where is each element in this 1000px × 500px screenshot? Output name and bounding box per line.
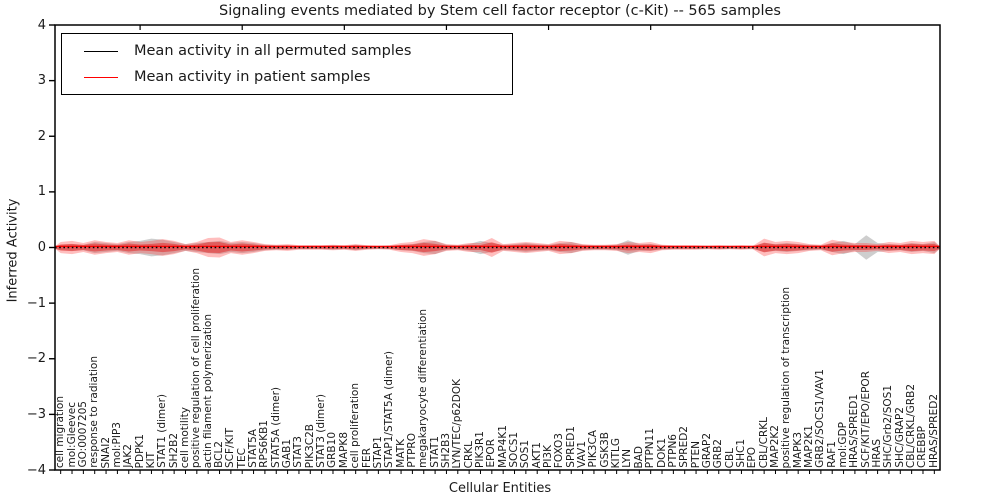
x-tick-label: LYN <box>621 449 634 468</box>
y-tick-label: 3 <box>37 73 46 89</box>
legend-label-permuted: Mean activity in all permuted samples <box>134 43 412 59</box>
x-tick-label: PIK3CA <box>587 430 600 468</box>
x-tick-label: CBL/CRKL <box>757 416 770 468</box>
x-tick-label: GRB10 <box>326 432 339 468</box>
chart-title: Signaling events mediated by Stem cell f… <box>219 3 781 19</box>
legend-box: Mean activity in all permuted samples Me… <box>61 33 513 95</box>
x-axis-label: Cellular Entities <box>448 481 552 496</box>
legend-entry-permuted: Mean activity in all permuted samples <box>62 39 512 63</box>
x-tick-label: STAT3 <box>292 436 305 468</box>
x-tick-label: FER <box>360 448 373 468</box>
x-tick-label: MATK <box>394 439 407 468</box>
permuted-line-swatch <box>84 50 118 52</box>
x-tick-label: cell proliferation <box>349 382 362 468</box>
x-tick-label: GRB2/SOCS1/VAV1 <box>814 369 827 468</box>
x-tick-label: PTPN11 <box>644 427 657 468</box>
x-tick-label: STAT1 <box>428 436 441 468</box>
x-tick-label: positive regulation of transcription <box>780 286 793 468</box>
x-tick-label: positive regulation of cell proliferatio… <box>190 267 203 468</box>
y-tick-label: −3 <box>26 406 46 422</box>
x-tick-label: STAT1 (dimer) <box>156 394 169 468</box>
x-tick-label: STAP1/STAT5A (dimer) <box>383 350 396 468</box>
x-tick-label: cell migration <box>54 395 67 468</box>
x-tick-label: GRB2 <box>712 438 725 468</box>
x-tick-label: CREBBP <box>916 426 929 468</box>
x-tick-label: SH2B2 <box>167 432 180 468</box>
x-tick-label: SNAI2 <box>99 436 112 468</box>
y-tick-label: −2 <box>26 351 46 367</box>
x-tick-label: HRAS/SPRED1 <box>848 394 861 468</box>
patient-line-swatch <box>84 76 118 78</box>
x-tick-label: CBL <box>723 447 736 468</box>
x-tick-label: mol:Gleevec <box>65 402 78 468</box>
y-tick-label: −4 <box>26 462 46 478</box>
y-tick-label: 0 <box>37 240 46 255</box>
x-tick-label: PTEN <box>689 440 702 468</box>
x-tick-label: megakaryocyte differentiation <box>417 308 430 468</box>
legend-entry-patient: Mean activity in patient samples <box>62 65 512 89</box>
x-tick-label: CRKL <box>462 440 475 468</box>
x-tick-label: SPRED2 <box>678 426 691 468</box>
x-tick-label: EPO <box>746 446 759 468</box>
x-tick-label: HRAS/SPRED2 <box>927 394 940 468</box>
x-tick-label: DOK1 <box>655 438 668 468</box>
x-tick-label: SHC/Grb2/SOS1 <box>882 384 895 468</box>
x-tick-label: EPOR <box>485 439 498 468</box>
x-tick-label: RPS6KB1 <box>258 420 271 468</box>
y-tick-label: 1 <box>37 184 46 200</box>
x-tick-label: SOS1 <box>519 439 532 468</box>
x-tick-label: SCF/KIT <box>224 428 237 468</box>
y-tick-label: 4 <box>37 17 46 33</box>
x-tick-label: PDPK1 <box>133 433 146 468</box>
x-tick-label: JAK2 <box>122 444 135 468</box>
legend-label-patient: Mean activity in patient samples <box>134 69 371 85</box>
y-tick-label: 2 <box>37 128 46 144</box>
y-tick-label: −1 <box>26 295 46 311</box>
x-tick-label: LYN/TEC/p62DOK <box>451 378 464 468</box>
x-tick-label: FOXO3 <box>553 432 566 468</box>
x-tick-label: response to radiation <box>88 356 101 468</box>
